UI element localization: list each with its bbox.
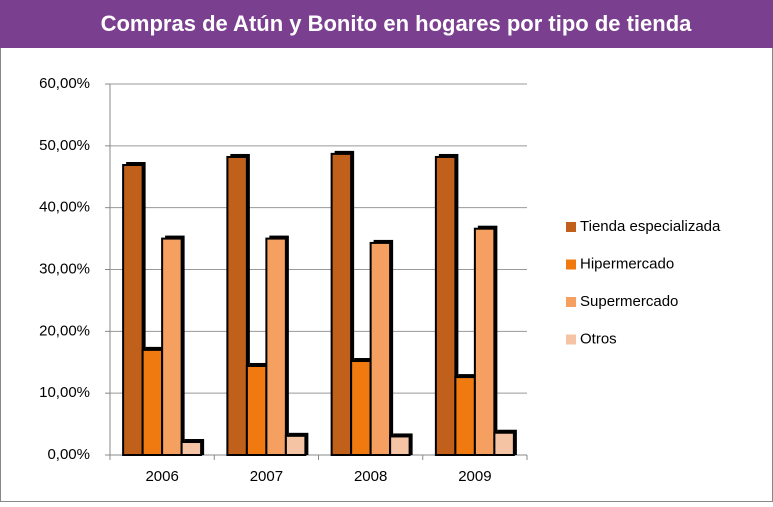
bar: [369, 241, 392, 456]
bar: [493, 431, 515, 456]
bar: [389, 435, 411, 457]
y-tick-label: 40,00%: [39, 199, 90, 216]
bar: [284, 434, 307, 456]
x-tick-label: 2006: [145, 468, 178, 485]
legend-swatch: [566, 334, 576, 345]
legend-swatch: [566, 297, 576, 307]
bar: [226, 155, 248, 456]
y-tick-label: 30,00%: [39, 260, 90, 277]
bar: [161, 237, 183, 456]
bar: [350, 360, 372, 456]
legend-swatch: [566, 222, 576, 232]
bar: [245, 364, 268, 456]
legend-label: Hipermercado: [580, 255, 674, 272]
x-tick-label: 2007: [250, 468, 283, 485]
y-tick-label: 0,00%: [47, 446, 90, 463]
bar: [122, 164, 144, 456]
x-tick-label: 2009: [458, 468, 491, 485]
y-tick-label: 20,00%: [39, 322, 90, 339]
y-tick-label: 50,00%: [39, 137, 90, 154]
legend-label: Supermercado: [580, 293, 678, 310]
bar: [330, 152, 353, 456]
legend-label: Tienda especializada: [580, 218, 721, 235]
legend-label: Otros: [580, 330, 617, 347]
chart-title: Compras de Atún y Bonito en hogares por …: [101, 11, 693, 36]
y-tick-label: 60,00%: [39, 75, 90, 92]
legend-swatch: [566, 259, 576, 270]
bar: [473, 227, 496, 456]
y-tick-label: 10,00%: [39, 384, 90, 401]
bar: [180, 441, 203, 457]
x-tick-label: 2008: [354, 468, 387, 485]
bar: [434, 155, 457, 456]
title-bar: [0, 0, 773, 48]
bar: [454, 376, 476, 456]
bar: [141, 348, 164, 456]
bar: [265, 237, 287, 456]
